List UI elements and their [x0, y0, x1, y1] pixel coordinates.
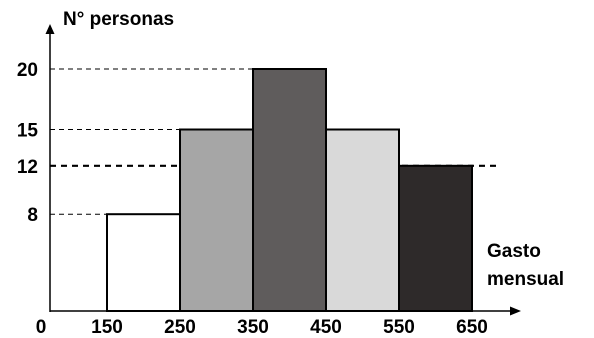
y-axis: [45, 24, 55, 312]
x-tick-label: 350: [237, 317, 269, 338]
x-tick-labels: 150 250 350 450 550 650: [91, 317, 488, 338]
histogram-bar-550-650: [398, 164, 473, 312]
histogram-bar-250-350: [179, 128, 254, 312]
histogram-bar-150-250: [106, 213, 181, 312]
origin-label: 0: [36, 317, 47, 338]
x-axis: [50, 306, 521, 316]
histogram-bar-450-550: [325, 128, 400, 312]
histogram-bar-350-450: [252, 68, 327, 312]
x-axis-title-line-1: Gasto: [487, 241, 541, 262]
x-tick-label: 550: [383, 317, 415, 338]
y-tick-labels: 8 12 15 20: [17, 60, 39, 226]
y-tick-label: 20: [17, 60, 38, 81]
histogram-bars: [106, 68, 473, 312]
y-tick-label: 12: [17, 157, 38, 178]
y-axis-title: N° personas: [63, 9, 174, 30]
x-tick-label: 250: [164, 317, 196, 338]
x-axis-arrow-icon: [510, 306, 521, 316]
y-tick-label: 8: [27, 205, 38, 226]
x-tick-label: 650: [456, 317, 488, 338]
x-tick-label: 450: [310, 317, 342, 338]
x-tick-label: 150: [91, 317, 123, 338]
y-axis-arrow-icon: [45, 24, 55, 34]
y-tick-label: 15: [17, 121, 39, 142]
x-axis-title-line-2: mensual: [487, 269, 564, 290]
